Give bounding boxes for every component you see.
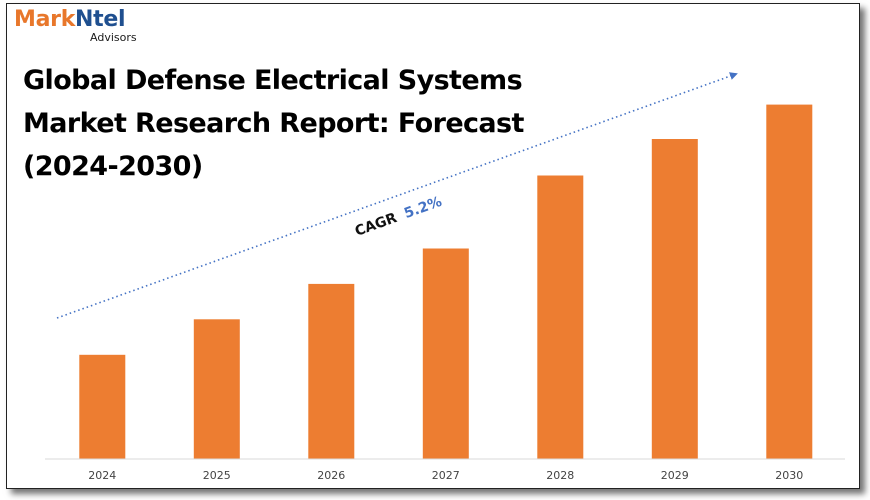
x-tick-label-2027: 2027 [432,469,460,482]
chart-title-line-1: Global Defense Electrical Systems [23,65,523,96]
cagr-trend-arrow [56,72,738,319]
x-tick-label-2029: 2029 [661,469,689,482]
bar-2027 [422,248,469,459]
bar-2030 [766,104,813,459]
x-tick-label-2030: 2030 [775,469,803,482]
marknel-logo: MarkNtel Advisors [14,6,164,50]
x-tick-labels: 2024 2025 2026 2027 2028 2029 2030 [88,469,803,482]
bar-chart: CAGR 5.2% 2024 2025 2026 2027 2028 2029 2030 [45,72,845,482]
logo-tagline: Advisors [90,31,137,44]
chart-title-line-2: Market Research Report: Forecast [23,108,524,139]
cagr-value: 5.2% [402,194,444,222]
cagr-label: CAGR [353,210,399,240]
x-tick-label-2025: 2025 [203,469,231,482]
logo-wordmark-part2: Ntel [75,7,126,32]
x-tick-label-2026: 2026 [317,469,345,482]
bar-2025 [193,319,240,459]
chart-title: Global Defense Electrical Systems Market… [23,59,583,188]
logo-wordmark-part1: Mark [14,7,76,32]
bar-2029 [651,139,698,459]
bars-layer [79,104,813,459]
cagr-annotation: CAGR 5.2% [353,194,444,240]
x-tick-label-2024: 2024 [88,469,116,482]
chart-frame: MarkNtel Advisors Global Defense Electri… [6,3,860,489]
x-tick-label-2028: 2028 [546,469,574,482]
bar-2028 [537,175,584,459]
logo-wordmark: MarkNtel [14,6,126,34]
chart-title-line-3: (2024-2030) [23,151,203,182]
bar-2026 [308,283,355,459]
bar-2024 [79,354,126,459]
